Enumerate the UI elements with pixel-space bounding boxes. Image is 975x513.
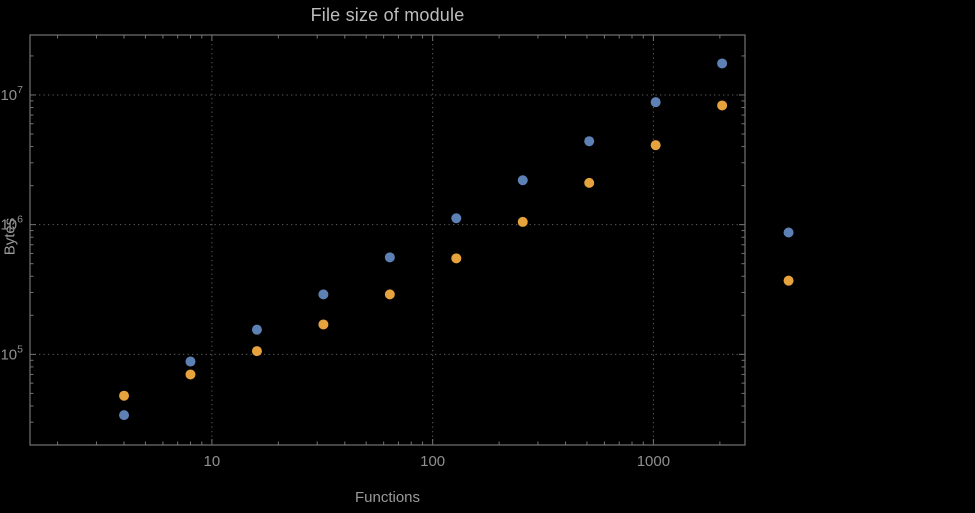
data-point-blue [650, 97, 661, 108]
x-tick-label: 100 [420, 453, 445, 470]
data-point-blue [384, 252, 395, 263]
data-point-blue [584, 136, 595, 147]
y-tick-label: 107 [0, 84, 23, 104]
data-point-blue [517, 175, 528, 186]
data-point-blue [451, 213, 462, 224]
data-point-orange [251, 346, 262, 357]
data-point-blue [783, 227, 794, 238]
data-point-blue [717, 58, 728, 69]
data-point-orange [650, 140, 661, 151]
data-point-orange [584, 177, 595, 188]
x-tick-label: 1000 [637, 453, 670, 470]
data-point-orange [185, 369, 196, 380]
data-point-blue [318, 289, 329, 300]
data-point-orange [717, 100, 728, 111]
y-tick-label: 105 [0, 343, 23, 363]
chart-title: File size of module [310, 5, 465, 25]
data-point-orange [517, 216, 528, 227]
data-point-orange [119, 390, 130, 401]
plot-frame [29, 34, 746, 446]
x-tick-label: 10 [204, 453, 221, 470]
data-point-blue [185, 356, 196, 367]
data-point-blue [119, 410, 130, 421]
x-axis-label: Functions [354, 489, 421, 506]
data-point-orange [384, 289, 395, 300]
data-point-orange [451, 253, 462, 264]
y-tick-label: 106 [0, 214, 23, 234]
data-point-orange [318, 319, 329, 330]
data-point-orange [783, 275, 794, 286]
data-point-blue [251, 324, 262, 335]
